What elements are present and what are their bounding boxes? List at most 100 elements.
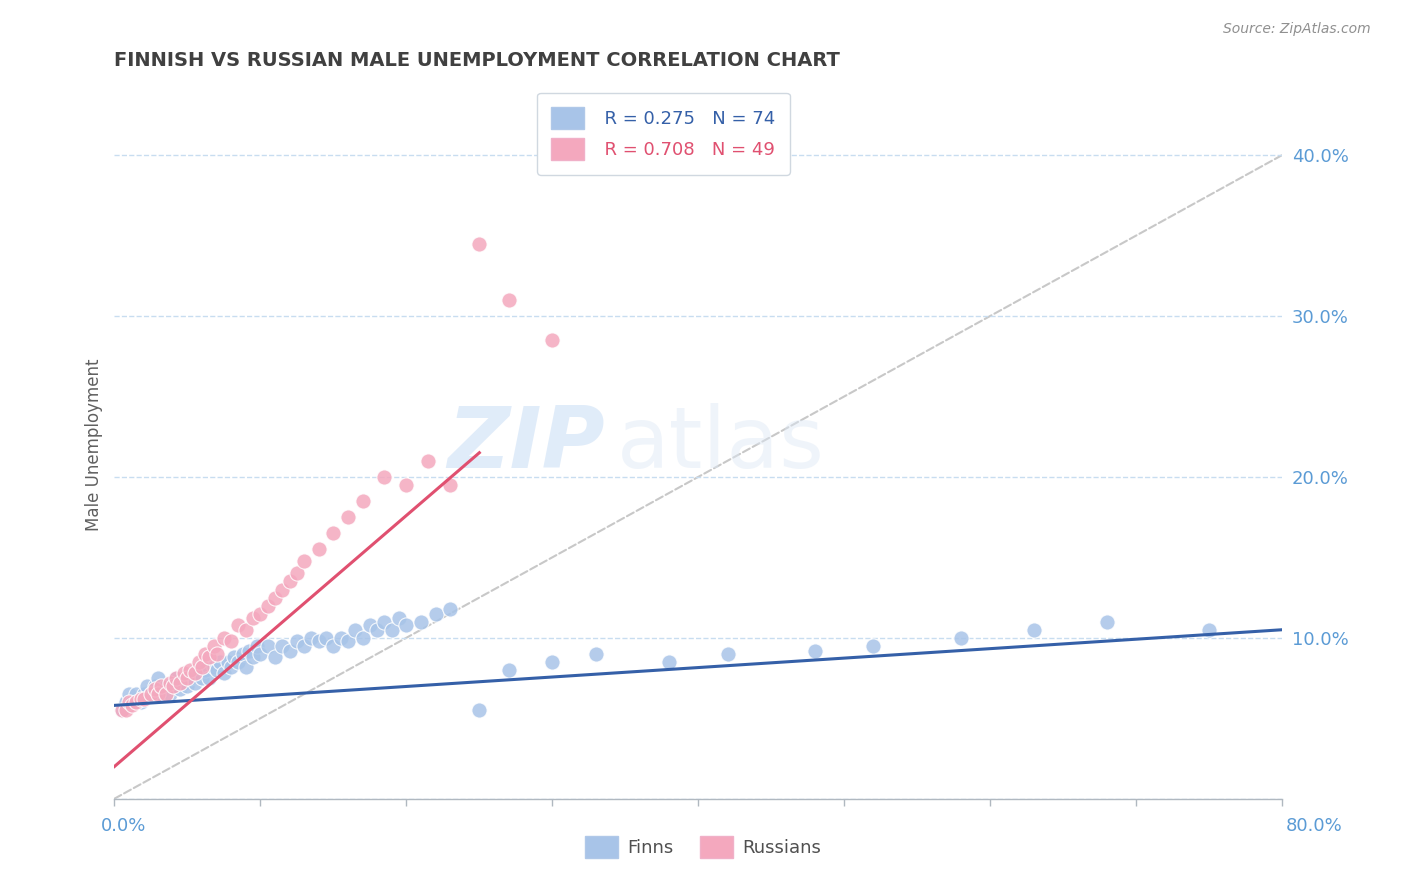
Point [169, 676, 191, 690]
Point [228, 618, 250, 632]
Point [191, 659, 214, 673]
Point [150, 679, 173, 693]
Point [336, 634, 359, 648]
Point [352, 494, 374, 508]
Point [1022, 623, 1045, 637]
Point [498, 663, 520, 677]
Point [804, 643, 827, 657]
Point [111, 703, 134, 717]
Point [176, 671, 198, 685]
Point [121, 695, 143, 709]
Point [658, 655, 681, 669]
Point [148, 687, 170, 701]
Point [418, 454, 440, 468]
Point [129, 695, 152, 709]
Point [292, 639, 315, 653]
Point [132, 692, 155, 706]
Point [191, 671, 214, 685]
Point [271, 582, 294, 597]
Point [155, 679, 177, 693]
Point [217, 655, 239, 669]
Point [366, 623, 388, 637]
Point [212, 631, 235, 645]
Point [159, 687, 181, 701]
Point [208, 655, 231, 669]
Point [278, 643, 301, 657]
Point [242, 650, 264, 665]
Text: atlas: atlas [617, 403, 824, 486]
Point [165, 671, 187, 685]
Point [198, 671, 221, 685]
Point [224, 650, 246, 665]
Point [150, 687, 173, 701]
Point [173, 666, 195, 681]
Point [198, 650, 221, 665]
Point [468, 703, 491, 717]
Point [285, 566, 308, 581]
Text: 80.0%: 80.0% [1286, 817, 1343, 835]
Point [202, 659, 225, 673]
Point [1198, 623, 1220, 637]
Point [585, 647, 607, 661]
Legend:   R = 0.275   N = 74,   R = 0.708   N = 49: R = 0.275 N = 74, R = 0.708 N = 49 [537, 93, 790, 175]
Point [1095, 615, 1118, 629]
Point [322, 526, 344, 541]
Point [468, 236, 491, 251]
Text: 0.0%: 0.0% [101, 817, 146, 835]
Point [285, 634, 308, 648]
Point [135, 679, 157, 693]
Point [121, 698, 143, 713]
Point [118, 687, 141, 701]
Point [315, 631, 337, 645]
Point [292, 553, 315, 567]
Point [125, 687, 148, 701]
Point [219, 634, 242, 648]
Point [143, 679, 166, 693]
Point [125, 695, 148, 709]
Text: Source: ZipAtlas.com: Source: ZipAtlas.com [1223, 22, 1371, 37]
Point [439, 478, 461, 492]
Point [264, 650, 287, 665]
Point [139, 687, 162, 701]
Point [308, 634, 330, 648]
Point [188, 666, 211, 681]
Point [115, 703, 138, 717]
Point [162, 679, 184, 693]
Point [264, 591, 287, 605]
Point [373, 615, 395, 629]
Point [162, 679, 184, 693]
Point [249, 607, 271, 621]
Point [373, 470, 395, 484]
Point [352, 631, 374, 645]
Point [256, 599, 278, 613]
Point [205, 647, 228, 661]
Point [159, 676, 181, 690]
Point [176, 679, 198, 693]
Legend: Finns, Russians: Finns, Russians [578, 829, 828, 865]
Text: ZIP: ZIP [447, 403, 605, 486]
Point [862, 639, 884, 653]
Point [395, 478, 418, 492]
Point [179, 663, 201, 677]
Point [235, 659, 257, 673]
Point [409, 615, 432, 629]
Point [173, 676, 195, 690]
Point [301, 631, 323, 645]
Point [235, 623, 257, 637]
Point [232, 647, 254, 661]
Point [498, 293, 520, 307]
Point [388, 611, 411, 625]
Point [271, 639, 294, 653]
Point [115, 695, 138, 709]
Point [541, 333, 564, 347]
Point [219, 659, 242, 673]
Text: FINNISH VS RUSSIAN MALE UNEMPLOYMENT CORRELATION CHART: FINNISH VS RUSSIAN MALE UNEMPLOYMENT COR… [114, 51, 841, 70]
Point [381, 623, 404, 637]
Point [155, 687, 177, 701]
Point [118, 695, 141, 709]
Y-axis label: Male Unemployment: Male Unemployment [86, 359, 103, 531]
Point [344, 623, 367, 637]
Point [139, 687, 162, 701]
Point [183, 666, 205, 681]
Point [308, 542, 330, 557]
